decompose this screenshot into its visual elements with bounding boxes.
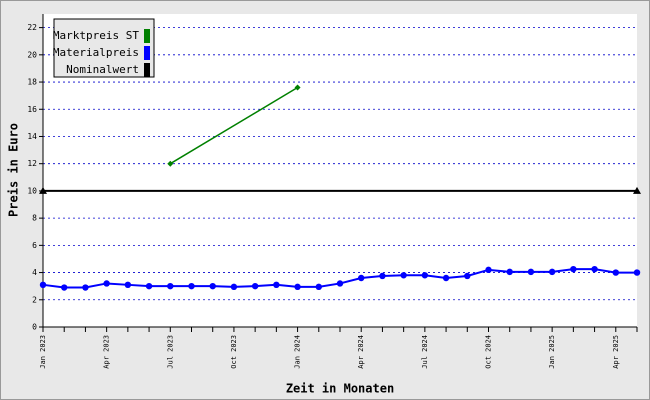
point xyxy=(506,268,513,276)
y-tick-label: 4 xyxy=(32,268,37,277)
legend xyxy=(53,18,155,78)
point xyxy=(485,266,492,274)
point xyxy=(103,280,110,287)
y-tick-label: 18 xyxy=(27,78,37,87)
point xyxy=(570,265,577,273)
point xyxy=(400,272,407,279)
y-tick-label: 6 xyxy=(32,241,37,250)
legend-swatch xyxy=(144,63,150,77)
legend-swatch xyxy=(144,46,150,60)
point xyxy=(39,281,47,289)
point xyxy=(442,274,450,282)
y-tick-label: 22 xyxy=(27,23,37,32)
point xyxy=(421,272,429,279)
point xyxy=(464,272,471,280)
point xyxy=(548,268,556,276)
x-tick-label: Apr 2023 xyxy=(103,335,111,369)
point xyxy=(379,272,386,280)
series-line xyxy=(169,86,298,165)
y-tick-label: 2 xyxy=(32,295,37,304)
legend-swatch xyxy=(144,29,150,43)
nominal-marker xyxy=(39,186,47,194)
point xyxy=(124,281,132,289)
point xyxy=(273,281,280,289)
y-axis-label: Preis in Euro xyxy=(7,123,21,217)
point xyxy=(167,160,174,167)
point xyxy=(230,283,238,291)
point xyxy=(251,282,259,290)
point xyxy=(167,282,174,290)
point xyxy=(358,274,365,282)
legend-label: Marktpreis ST xyxy=(53,29,139,42)
point xyxy=(209,282,216,290)
x-tick-label: Jan 2024 xyxy=(294,335,302,369)
legend-label: Nominalwert xyxy=(66,63,139,76)
point xyxy=(294,283,301,291)
x-axis-label: Zeit in Monaten xyxy=(286,382,394,396)
x-tick-label: Apr 2024 xyxy=(357,335,365,369)
point xyxy=(612,269,619,276)
point xyxy=(336,280,344,287)
point xyxy=(61,284,68,291)
y-tick-label: 20 xyxy=(27,50,37,59)
point xyxy=(294,84,301,91)
legend-label: Materialpreis xyxy=(53,46,139,59)
x-tick-label: Oct 2024 xyxy=(485,335,493,369)
x-tick-label: Apr 2025 xyxy=(612,335,620,369)
y-tick-label: 0 xyxy=(32,323,37,332)
x-tick-label: Jul 2024 xyxy=(421,335,429,369)
x-tick-label: Jan 2025 xyxy=(548,335,556,369)
y-tick-label: 16 xyxy=(27,105,37,114)
y-tick-label: 14 xyxy=(27,132,37,141)
point xyxy=(188,282,195,290)
y-tick-label: 8 xyxy=(32,214,37,223)
point xyxy=(633,269,641,276)
x-tick-label: Oct 2023 xyxy=(230,335,238,369)
point xyxy=(315,283,322,291)
x-tick-label: Jul 2023 xyxy=(166,335,174,369)
y-tick-label: 10 xyxy=(27,186,37,195)
point xyxy=(591,265,598,273)
point xyxy=(145,282,153,290)
y-tick-label: 12 xyxy=(27,159,37,168)
point xyxy=(82,284,89,291)
x-tick-label: Jan 2023 xyxy=(39,335,47,369)
point xyxy=(527,268,535,276)
nominal-marker xyxy=(633,186,641,194)
